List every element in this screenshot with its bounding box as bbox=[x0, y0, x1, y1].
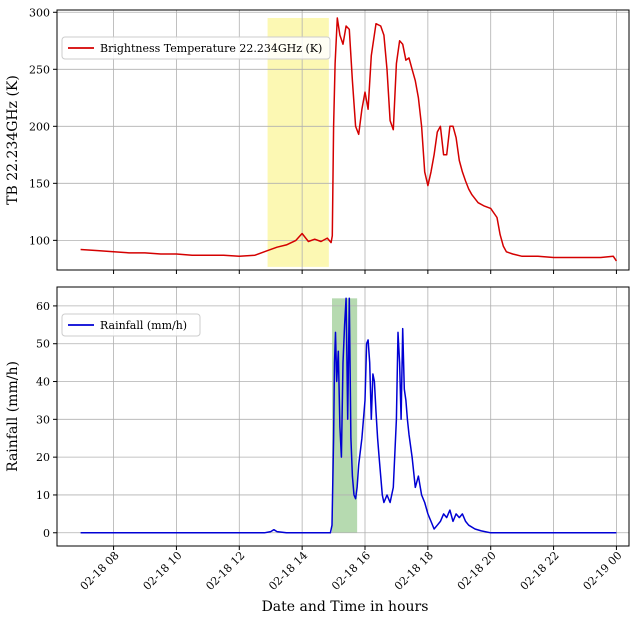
plot-frame bbox=[56, 9, 630, 271]
y-axis-label: Rainfall (mm/h) bbox=[5, 361, 21, 472]
y-tick-label: 250 bbox=[29, 63, 50, 76]
series-line-0 bbox=[80, 297, 617, 534]
legend: Brightness Temperature 22.234GHz (K) bbox=[61, 36, 331, 60]
x-axis-label: Date and Time in hours bbox=[262, 599, 429, 615]
legend-box bbox=[61, 36, 331, 60]
legend-label: Rainfall (mm/h) bbox=[100, 319, 187, 332]
y-tick-label: 0 bbox=[43, 527, 50, 540]
legend: Rainfall (mm/h) bbox=[61, 313, 201, 337]
plot-frame bbox=[56, 286, 630, 547]
y-tick-label: 150 bbox=[29, 177, 50, 190]
y-tick-label: 300 bbox=[29, 6, 50, 19]
legend-box bbox=[61, 313, 201, 337]
y-tick-label: 50 bbox=[36, 338, 50, 351]
y-tick-label: 60 bbox=[36, 300, 50, 313]
series-line-0 bbox=[80, 17, 618, 262]
y-tick-label: 200 bbox=[29, 120, 50, 133]
y-tick-label: 40 bbox=[36, 376, 50, 389]
y-tick-label: 100 bbox=[29, 234, 50, 247]
y-axis-label: TB 22.234GHz (K) bbox=[5, 75, 21, 205]
y-tick-label: 20 bbox=[36, 451, 50, 464]
y-tick-label: 10 bbox=[36, 489, 50, 502]
y-tick-label: 30 bbox=[36, 413, 50, 426]
brightness-temperature-panel: 100 150 200 250 300 TB 22.234GHz (K) Brightnes… bbox=[5, 6, 630, 274]
legend-label: Brightness Temperature 22.234GHz (K) bbox=[100, 42, 322, 55]
